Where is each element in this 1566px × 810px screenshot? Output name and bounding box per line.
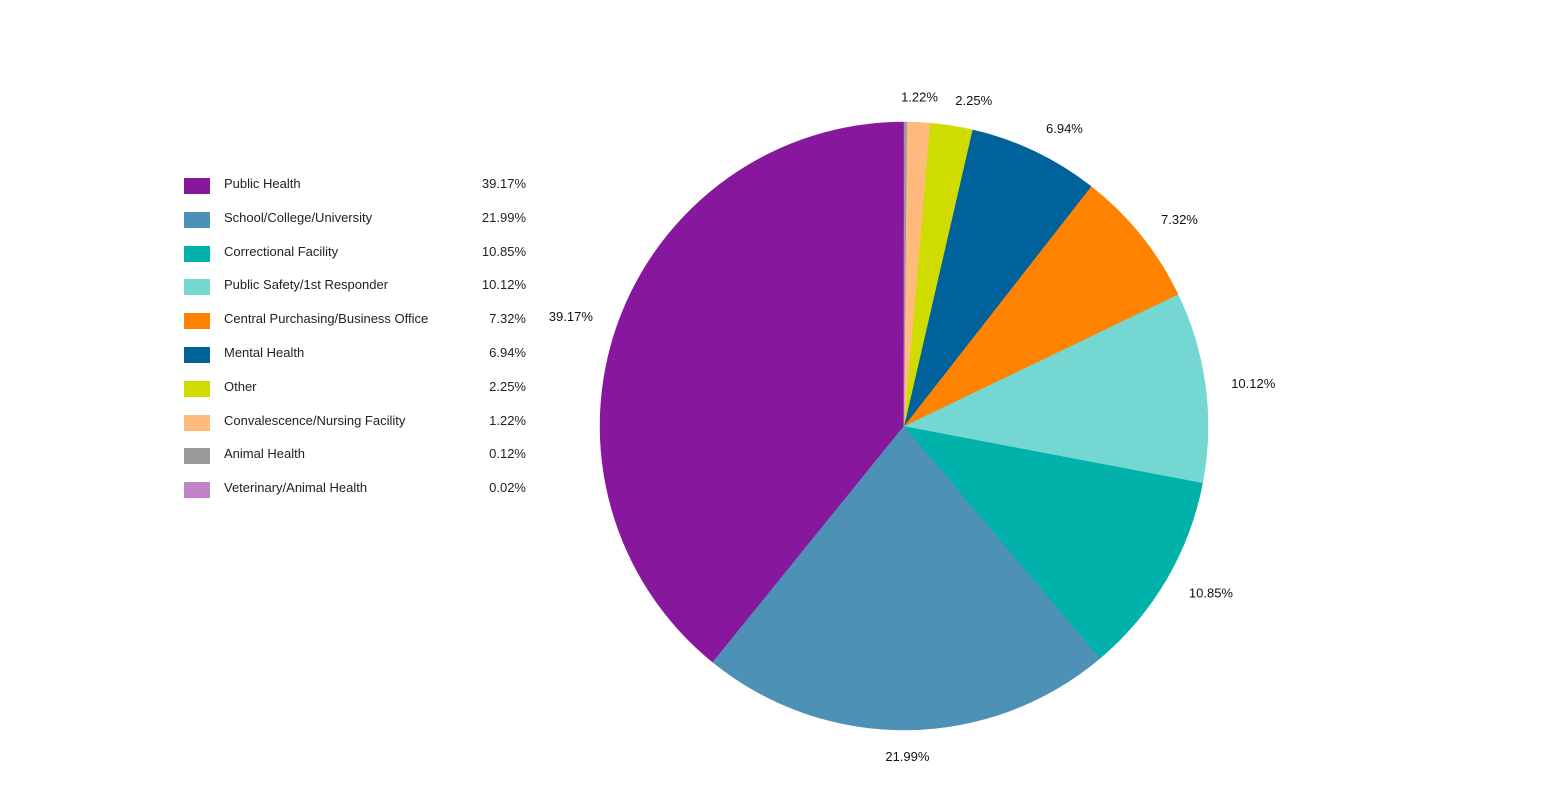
legend-value: 21.99% [481, 209, 526, 225]
legend-item-mental-health[interactable]: Mental Health 6.94% [184, 337, 534, 371]
legend-swatch [184, 414, 210, 431]
legend-item-central-purchasing[interactable]: Central Purchasing/Business Office 7.32% [184, 303, 534, 337]
slice-data-label: 21.99% [885, 749, 930, 764]
legend-value: 10.12% [481, 277, 526, 293]
legend-label: Correctional Facility [224, 243, 339, 259]
chart-legend: Public Health 39.17% School/College/Univ… [184, 168, 534, 506]
legend-swatch [184, 380, 210, 397]
legend-swatch [184, 178, 210, 194]
legend-label: Public Safety/1st Responder [224, 277, 389, 293]
slice-data-label: 2.25% [955, 93, 992, 108]
slice-data-label: 10.85% [1189, 586, 1234, 601]
legend-item-animal-health[interactable]: Animal Health 0.12% [184, 438, 534, 472]
legend-item-other[interactable]: Other 2.25% [184, 371, 534, 405]
legend-value: 0.02% [489, 480, 526, 496]
slice-data-label: 39.17% [549, 309, 594, 324]
legend-swatch [184, 245, 210, 262]
legend-label: Mental Health [224, 344, 305, 360]
legend-item-veterinary[interactable]: Veterinary/Animal Health 0.02% [184, 472, 534, 506]
legend-item-correctional-facility[interactable]: Correctional Facility 10.85% [184, 236, 534, 270]
pie-slice-mental-health[interactable] [903, 129, 1092, 427]
pie-slice-public-safety-1st-responder[interactable] [903, 293, 1209, 484]
legend-swatch [184, 211, 210, 228]
slice-data-label: 10.12% [1231, 376, 1276, 391]
legend-label: Central Purchasing/Business Office [224, 311, 429, 327]
legend-value: 1.22% [489, 412, 526, 428]
legend-label: Animal Health [224, 446, 305, 462]
legend-item-school-college-university[interactable]: School/College/University 21.99% [184, 202, 534, 236]
legend-value: 39.17% [481, 176, 526, 191]
legend-swatch [184, 448, 210, 465]
pie-slice-school-college-university[interactable] [712, 425, 1101, 731]
legend-item-public-safety[interactable]: Public Safety/1st Responder 10.12% [184, 269, 534, 303]
legend-value: 2.25% [489, 378, 526, 394]
legend-value: 10.85% [481, 243, 526, 259]
legend-swatch [184, 482, 210, 499]
legend-label: Convalescence/Nursing Facility [224, 412, 406, 428]
pie-slice-correctional-facility[interactable] [903, 425, 1203, 659]
legend-item-convalescence[interactable]: Convalescence/Nursing Facility 1.22% [184, 405, 534, 439]
legend-label: Public Health [224, 176, 301, 191]
legend-item-public-health[interactable]: Public Health 39.17% [184, 168, 534, 202]
legend-label: School/College/University [224, 209, 373, 225]
slice-data-label: 1.22% [901, 89, 938, 104]
legend-swatch [184, 346, 210, 363]
legend-value: 0.12% [489, 446, 526, 462]
pie-slice-central-purchasing-business-office[interactable] [903, 186, 1179, 427]
legend-swatch [184, 279, 210, 296]
legend-value: 7.32% [489, 311, 526, 327]
legend-value: 6.94% [489, 344, 526, 360]
legend-swatch [184, 313, 210, 330]
slice-data-label: 7.32% [1161, 212, 1198, 227]
legend-label: Other [224, 378, 257, 394]
pie-slice-public-health[interactable] [599, 121, 905, 663]
legend-label: Veterinary/Animal Health [224, 480, 368, 496]
slice-data-label: 6.94% [1046, 121, 1083, 136]
